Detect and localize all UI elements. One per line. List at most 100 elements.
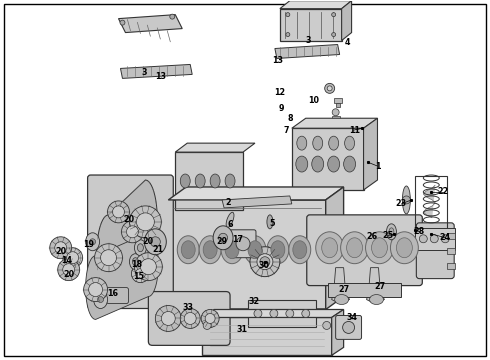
Circle shape [90, 239, 96, 245]
Circle shape [332, 13, 336, 17]
Ellipse shape [94, 291, 107, 309]
Ellipse shape [402, 186, 410, 214]
Polygon shape [326, 187, 343, 310]
Circle shape [98, 297, 103, 302]
Circle shape [260, 257, 270, 267]
Text: 31: 31 [237, 325, 247, 334]
Circle shape [50, 237, 72, 259]
Bar [447, 248, 455, 254]
Ellipse shape [353, 123, 363, 129]
Ellipse shape [86, 233, 99, 251]
Circle shape [107, 201, 129, 223]
Ellipse shape [248, 241, 262, 259]
Polygon shape [423, 185, 435, 218]
Circle shape [219, 233, 227, 242]
Text: 16: 16 [107, 289, 118, 298]
Text: 4: 4 [345, 38, 350, 47]
Ellipse shape [177, 236, 199, 264]
Text: 19: 19 [83, 240, 94, 249]
Circle shape [84, 278, 107, 302]
Text: 28: 28 [414, 227, 425, 236]
Circle shape [67, 252, 78, 264]
Circle shape [131, 265, 149, 283]
Circle shape [286, 32, 290, 37]
Text: 29: 29 [217, 237, 228, 246]
Circle shape [203, 321, 211, 329]
Circle shape [55, 242, 67, 254]
Circle shape [205, 314, 215, 323]
Polygon shape [332, 268, 349, 302]
Ellipse shape [180, 174, 190, 188]
Polygon shape [168, 187, 343, 200]
Circle shape [184, 312, 196, 324]
Circle shape [286, 13, 290, 17]
Text: 20: 20 [123, 215, 134, 224]
Text: 33: 33 [183, 303, 194, 312]
Text: 17: 17 [233, 235, 244, 244]
Ellipse shape [396, 238, 413, 258]
Ellipse shape [391, 232, 418, 264]
Text: 18: 18 [131, 260, 142, 269]
Polygon shape [202, 310, 343, 318]
Circle shape [134, 253, 162, 280]
Ellipse shape [322, 238, 338, 258]
Text: 32: 32 [248, 297, 260, 306]
Text: 14: 14 [61, 256, 72, 265]
Circle shape [332, 109, 339, 116]
Text: 15: 15 [133, 272, 144, 281]
Ellipse shape [293, 241, 307, 259]
Circle shape [257, 254, 273, 270]
FancyBboxPatch shape [106, 288, 128, 303]
Circle shape [402, 196, 410, 204]
Ellipse shape [328, 156, 340, 172]
FancyBboxPatch shape [336, 315, 362, 339]
Ellipse shape [137, 244, 144, 252]
Polygon shape [342, 1, 352, 41]
Ellipse shape [343, 156, 356, 172]
Circle shape [441, 235, 449, 243]
Circle shape [419, 235, 427, 243]
Circle shape [236, 237, 250, 251]
Text: 10: 10 [308, 96, 319, 105]
Polygon shape [97, 180, 157, 294]
Text: 27: 27 [338, 285, 349, 294]
Bar [280, 9, 342, 41]
Ellipse shape [225, 174, 235, 188]
Ellipse shape [132, 258, 138, 266]
Bar [447, 263, 455, 269]
Circle shape [323, 321, 331, 329]
Text: 24: 24 [440, 233, 451, 242]
FancyBboxPatch shape [416, 223, 454, 279]
Text: 6: 6 [227, 220, 233, 229]
Text: 20: 20 [55, 247, 66, 256]
Ellipse shape [225, 241, 239, 259]
Ellipse shape [181, 241, 195, 259]
Text: 3: 3 [142, 68, 147, 77]
Circle shape [325, 84, 335, 93]
Ellipse shape [267, 215, 273, 229]
Circle shape [89, 283, 102, 297]
Circle shape [95, 244, 122, 272]
Ellipse shape [244, 236, 266, 264]
Ellipse shape [134, 240, 147, 256]
Circle shape [270, 310, 278, 318]
Circle shape [129, 206, 161, 238]
Ellipse shape [210, 174, 220, 188]
Ellipse shape [145, 229, 166, 255]
Ellipse shape [346, 238, 363, 258]
Bar [328, 283, 401, 297]
Text: 21: 21 [153, 245, 164, 254]
Polygon shape [222, 196, 292, 208]
Ellipse shape [195, 174, 205, 188]
Circle shape [180, 309, 200, 328]
Circle shape [141, 259, 156, 275]
Ellipse shape [213, 226, 233, 250]
Circle shape [332, 32, 336, 37]
Circle shape [170, 14, 175, 19]
Circle shape [201, 310, 219, 328]
Circle shape [63, 248, 83, 268]
Polygon shape [175, 143, 255, 152]
Text: 7: 7 [283, 126, 289, 135]
Polygon shape [275, 45, 340, 58]
Ellipse shape [387, 224, 396, 240]
